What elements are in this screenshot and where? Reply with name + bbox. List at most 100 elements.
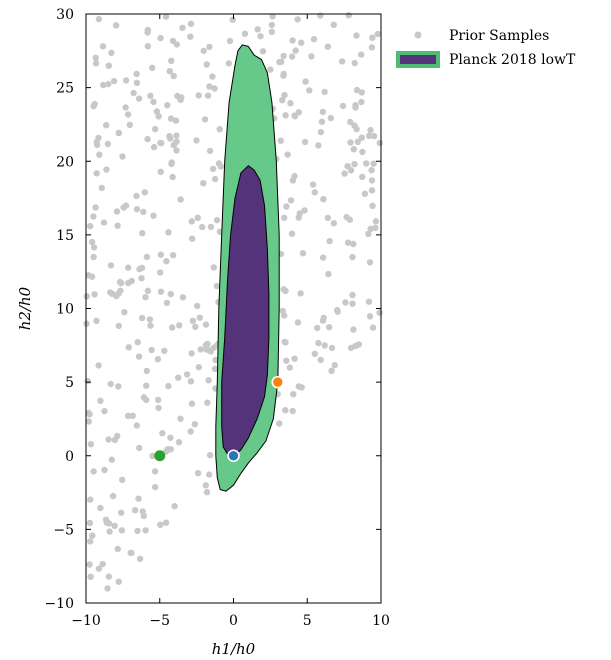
prior-sample-point: [199, 223, 206, 231]
prior-sample-point: [352, 102, 359, 109]
prior-sample-point: [85, 272, 92, 279]
prior-sample-point: [203, 489, 211, 496]
prior-sample-point: [97, 397, 104, 404]
prior-sample-point: [209, 165, 217, 173]
prior-sample-point: [140, 208, 147, 216]
prior-sample-point: [144, 287, 152, 294]
legend-marker-prior-samples: [414, 31, 422, 39]
prior-sample-point: [111, 436, 119, 444]
prior-sample-point: [155, 396, 162, 404]
prior-sample-point: [321, 342, 328, 349]
prior-sample-point: [342, 299, 349, 306]
prior-sample-point: [320, 314, 327, 321]
prior-sample-point: [119, 153, 126, 160]
prior-sample-point: [188, 350, 195, 357]
prior-sample-point: [173, 147, 180, 154]
prior-sample-point: [193, 137, 200, 144]
prior-sample-point: [87, 222, 94, 230]
prior-sample-point: [153, 108, 161, 115]
prior-sample-point: [133, 79, 141, 87]
prior-sample-point: [287, 197, 295, 204]
prior-sample-point: [331, 362, 338, 369]
x-axis-label: h1/h0: [212, 640, 256, 658]
prior-sample-point: [194, 214, 201, 221]
prior-sample-point: [164, 102, 171, 109]
prior-sample-point: [175, 374, 182, 381]
legend-label-prior-samples: Prior Samples: [449, 28, 549, 44]
prior-sample-point: [188, 400, 196, 407]
prior-sample-point: [133, 192, 140, 200]
prior-sample-point: [281, 214, 288, 221]
prior-sample-point: [166, 68, 173, 75]
prior-sample-point: [115, 578, 123, 585]
prior-sample-point: [213, 282, 221, 290]
prior-sample-point: [150, 98, 157, 106]
prior-sample-point: [294, 319, 302, 326]
prior-sample-point: [90, 213, 97, 220]
prior-sample-point: [195, 364, 202, 371]
prior-sample-point: [278, 58, 285, 65]
prior-sample-point: [368, 177, 376, 184]
prior-sample-point: [344, 163, 351, 170]
prior-sample-point: [365, 230, 372, 238]
prior-sample-point: [171, 503, 178, 510]
x-tick-label: 10: [372, 613, 390, 629]
prior-sample-point: [291, 172, 298, 180]
prior-sample-point: [297, 290, 304, 297]
y-tick-label: −5: [53, 522, 74, 538]
contour-inner: [221, 165, 270, 457]
prior-sample-point: [358, 89, 365, 96]
prior-sample-point: [353, 32, 360, 39]
prior-sample-point: [365, 298, 373, 305]
prior-sample-point: [177, 96, 184, 104]
prior-sample-point: [111, 522, 118, 530]
y-tick-label: 20: [56, 154, 74, 170]
prior-sample-point: [200, 180, 207, 187]
prior-sample-point: [326, 237, 333, 245]
y-axis-label: h2/h0: [16, 286, 34, 330]
prior-sample-point: [105, 573, 113, 580]
prior-sample-point: [125, 344, 132, 351]
blue-point: [227, 449, 240, 463]
prior-sample-point: [281, 91, 288, 99]
prior-sample-point: [196, 314, 203, 321]
prior-sample-point: [114, 222, 121, 229]
prior-sample-point: [87, 441, 95, 448]
prior-sample-point: [125, 264, 132, 271]
prior-sample-point: [212, 356, 219, 364]
prior-sample-point: [177, 415, 184, 422]
prior-sample-point: [167, 290, 174, 298]
prior-sample-point: [257, 33, 264, 40]
prior-sample-point: [366, 313, 374, 320]
prior-sample-point: [170, 141, 177, 149]
prior-sample-point: [93, 170, 100, 177]
x-ticks: −10 −5 0 5 10: [71, 14, 390, 629]
prior-sample-point: [306, 87, 313, 94]
prior-sample-point: [86, 519, 94, 527]
prior-sample-point: [291, 113, 299, 120]
prior-sample-point: [122, 77, 130, 84]
prior-sample-point: [91, 291, 98, 298]
prior-sample-point: [346, 216, 353, 223]
prior-sample-point: [207, 223, 215, 231]
prior-sample-point: [324, 214, 332, 222]
prior-sample-point: [169, 324, 176, 331]
prior-sample-point: [115, 129, 122, 137]
prior-sample-point: [104, 585, 111, 592]
prior-sample-point: [91, 100, 98, 108]
y-tick-label: 25: [56, 81, 74, 97]
prior-sample-point: [345, 239, 352, 246]
prior-sample-point: [314, 324, 321, 332]
prior-sample-point: [143, 382, 150, 389]
prior-sample-point: [86, 561, 93, 568]
legend: Prior Samples Planck 2018 lowT: [396, 28, 576, 68]
prior-sample-point: [349, 253, 356, 261]
prior-sample-point: [229, 16, 236, 23]
prior-sample-point: [301, 138, 309, 146]
y-axis-label-main: h2/h0: [16, 286, 34, 330]
prior-sample-point: [101, 466, 108, 474]
prior-sample-point: [206, 147, 214, 155]
prior-sample-point: [367, 126, 374, 134]
prior-sample-point: [284, 151, 291, 158]
